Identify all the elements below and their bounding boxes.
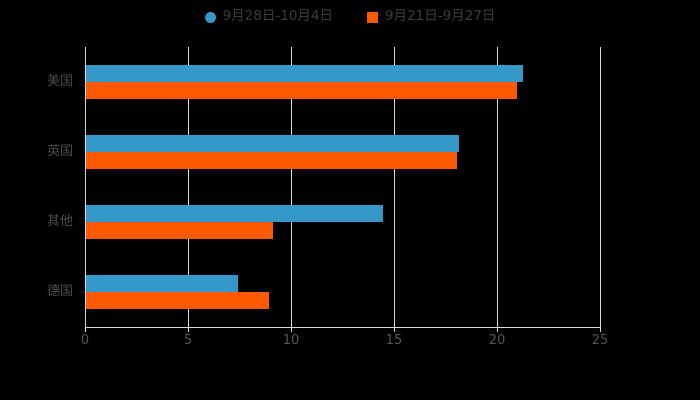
gridline — [291, 47, 292, 327]
bar[interactable] — [86, 65, 523, 82]
x-axis-tick-mark — [600, 327, 601, 332]
y-axis-category-label: 德国 — [46, 284, 73, 299]
chart-legend: 9月28日-10月4日 9月21日-9月27日 — [0, 6, 700, 28]
x-axis-tick-label: 0 — [80, 333, 90, 348]
square-marker — [367, 11, 378, 23]
x-axis-tick-mark — [85, 327, 86, 332]
x-axis-tick-mark — [394, 327, 395, 332]
x-axis-tick-label: 10 — [282, 333, 300, 348]
bar[interactable] — [86, 222, 274, 239]
y-axis-line — [85, 47, 86, 327]
x-axis-tick-mark — [188, 327, 189, 332]
legend-item[interactable]: 9月28日-10月4日 — [204, 8, 333, 25]
gridline — [188, 47, 189, 327]
x-axis-tick-label: 20 — [488, 333, 506, 348]
gridline — [394, 47, 395, 327]
gridline — [600, 47, 601, 327]
legend-item-label: 9月28日-10月4日 — [222, 8, 333, 25]
legend-item-label: 9月21日-9月27日 — [385, 8, 496, 25]
x-axis-tick-label: 15 — [385, 333, 403, 348]
bar[interactable] — [86, 292, 270, 309]
x-axis-tick-label: 25 — [591, 333, 609, 348]
y-axis-category-label: 其他 — [46, 214, 73, 229]
bar[interactable] — [86, 135, 459, 152]
y-axis-category-label: 美国 — [46, 74, 73, 89]
bar[interactable] — [86, 82, 517, 99]
bar[interactable] — [86, 275, 239, 292]
x-axis-line — [85, 327, 601, 328]
y-axis-category-label: 英国 — [46, 144, 73, 159]
bar[interactable] — [86, 205, 383, 222]
x-axis-tick-mark — [291, 327, 292, 332]
x-axis-tick-label: 5 — [183, 333, 193, 348]
gridline — [497, 47, 498, 327]
x-axis-tick-mark — [497, 327, 498, 332]
plot-area — [85, 47, 601, 327]
legend-item[interactable]: 9月21日-9月27日 — [367, 10, 495, 24]
bar[interactable] — [86, 152, 457, 169]
y-axis-labels: 美国 英国 其他 德国 — [0, 47, 85, 327]
circle-marker — [204, 11, 216, 23]
